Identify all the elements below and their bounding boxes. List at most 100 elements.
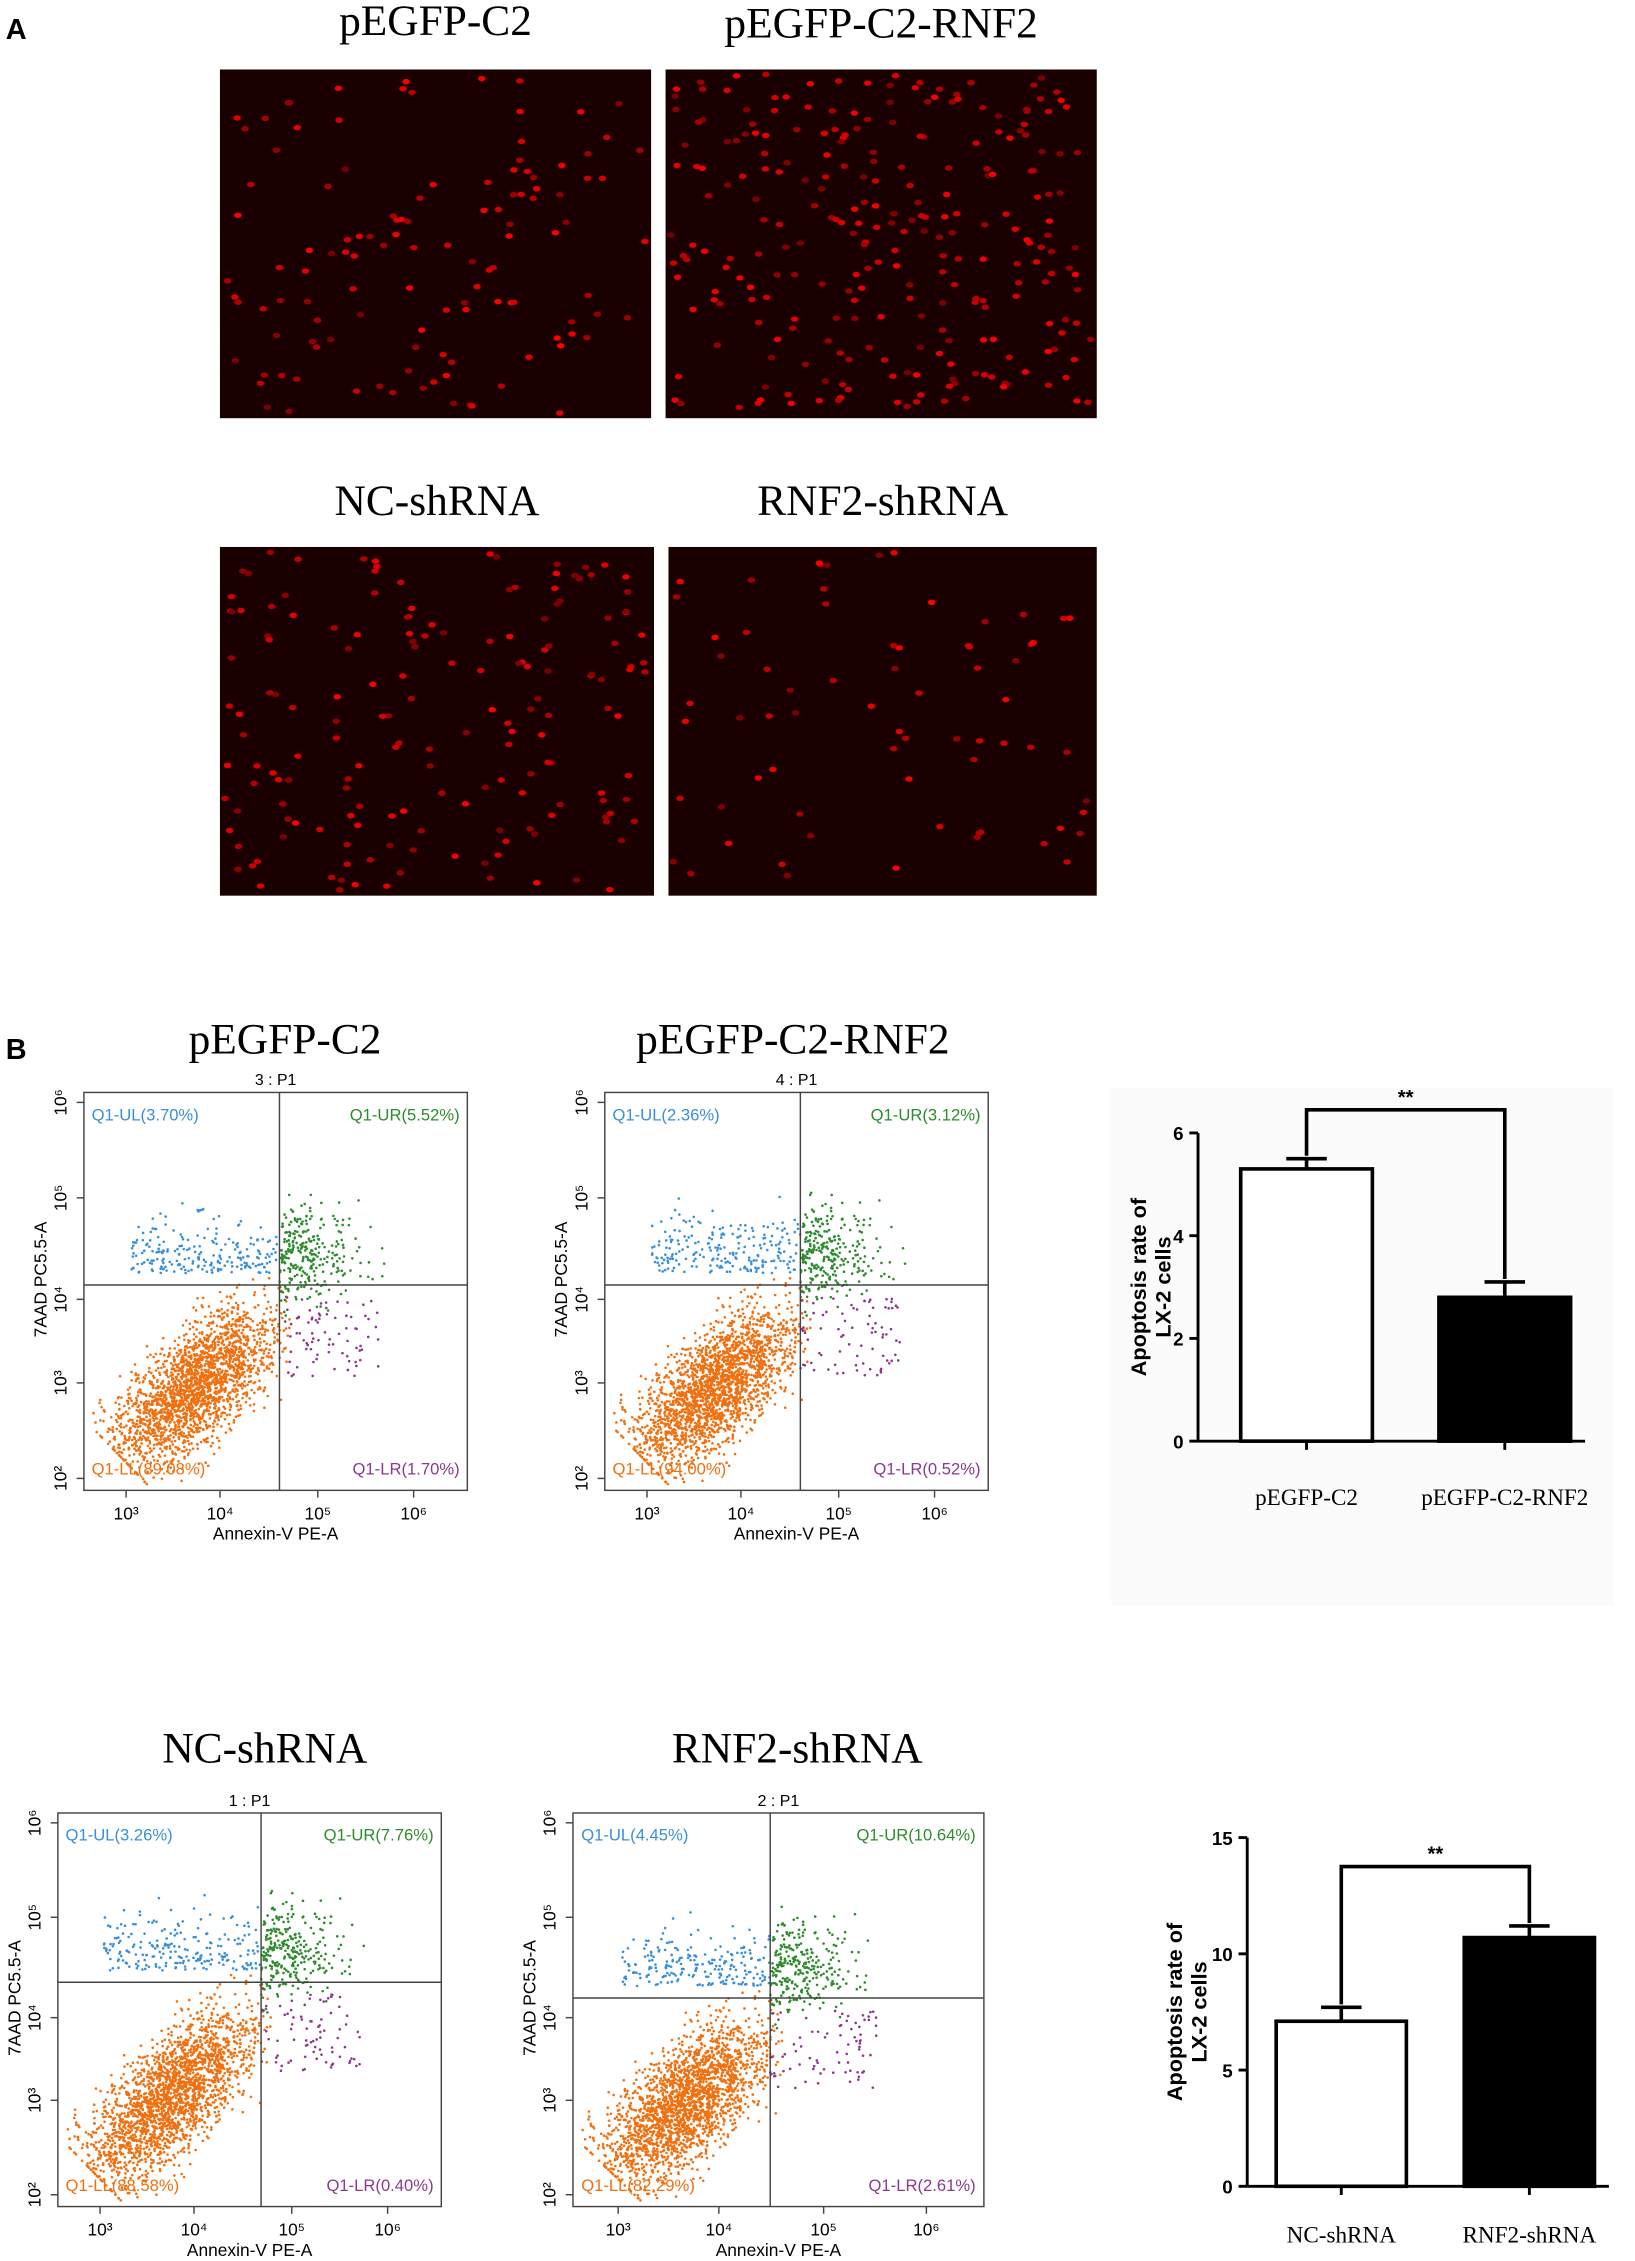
- event-dot: [191, 1435, 195, 1439]
- event-dot: [684, 1454, 688, 1457]
- event-dot: [743, 1288, 746, 1291]
- cell-nucleus: [787, 400, 796, 407]
- event-dot: [706, 1436, 710, 1439]
- event-dot: [207, 1324, 211, 1327]
- event-dot: [170, 1263, 174, 1266]
- event-dot: [151, 1416, 154, 1419]
- cell-nucleus: [890, 550, 898, 556]
- cell-nucleus: [711, 288, 719, 295]
- event-dot: [706, 1448, 709, 1451]
- event-dot: [179, 1395, 183, 1399]
- event-dot: [178, 1415, 181, 1419]
- event-dot: [185, 1448, 188, 1451]
- event-dot: [677, 1391, 681, 1394]
- event-dot: [713, 1383, 716, 1387]
- event-dot: [134, 1396, 138, 1400]
- event-dot: [784, 1281, 788, 1285]
- event-dot: [183, 1268, 187, 1272]
- event-dot: [362, 1303, 365, 1307]
- cell-nucleus: [978, 104, 987, 111]
- event-dot: [241, 1373, 245, 1376]
- cell-nucleus: [783, 159, 791, 166]
- event-dot: [793, 1345, 797, 1349]
- event-dot: [705, 1373, 708, 1377]
- event-dot: [164, 1397, 168, 1400]
- cell-nucleus: [669, 260, 678, 266]
- event-dot: [194, 1403, 198, 1407]
- event-dot: [659, 1453, 662, 1456]
- event-dot: [288, 1326, 291, 1330]
- event-dot: [216, 1391, 220, 1394]
- cell-nucleus: [523, 663, 532, 670]
- event-dot: [176, 1409, 179, 1412]
- event-dot: [761, 1366, 764, 1370]
- event-dot: [218, 1352, 222, 1355]
- cell-nucleus: [583, 175, 592, 182]
- cell-nucleus: [687, 870, 695, 877]
- event-dot: [245, 1325, 248, 1329]
- event-dot: [678, 1394, 682, 1398]
- cell-nucleus: [995, 129, 1003, 135]
- event-dot: [756, 1329, 759, 1333]
- cell-nucleus: [411, 644, 419, 650]
- quadrant-label: Q1-UR(5.52%): [350, 1105, 460, 1124]
- cell-nucleus: [231, 357, 240, 364]
- event-dot: [673, 1434, 676, 1438]
- event-dot: [290, 1251, 293, 1254]
- event-dot: [174, 1388, 178, 1392]
- event-dot: [683, 1438, 686, 1441]
- event-dot: [245, 1393, 248, 1396]
- event-dot: [788, 1331, 792, 1335]
- event-dot: [216, 1370, 220, 1374]
- event-dot: [212, 1241, 216, 1244]
- event-dot: [191, 1262, 195, 1265]
- event-dot: [174, 1403, 178, 1406]
- cell-nucleus: [852, 271, 861, 278]
- fluorescence-image: [219, 546, 654, 896]
- event-dot: [790, 1310, 794, 1314]
- event-dot: [772, 1353, 775, 1357]
- cell-nucleus: [905, 776, 913, 782]
- event-dot: [175, 1392, 179, 1396]
- cell-nucleus: [788, 325, 797, 331]
- cell-nucleus: [903, 369, 912, 376]
- event-dot: [211, 1380, 214, 1383]
- event-dot: [169, 1434, 172, 1437]
- event-dot: [256, 1366, 260, 1370]
- cell-nucleus: [389, 389, 397, 396]
- cell-nucleus: [912, 372, 921, 378]
- event-dot: [355, 1364, 358, 1368]
- event-dot: [330, 1256, 334, 1260]
- event-dot: [144, 1411, 148, 1415]
- event-dot: [159, 1409, 163, 1413]
- event-dot: [141, 1455, 144, 1458]
- x-tick-label: 10⁶: [400, 1503, 426, 1523]
- event-dot: [646, 1431, 650, 1435]
- event-dot: [371, 1277, 374, 1281]
- event-dot: [137, 1373, 140, 1377]
- event-dot: [180, 1377, 184, 1381]
- event-dot: [203, 1409, 206, 1412]
- event-dot: [228, 1360, 232, 1364]
- event-dot: [777, 1366, 781, 1370]
- event-dot: [736, 1368, 740, 1371]
- event-dot: [237, 1383, 240, 1387]
- event-dot: [750, 1354, 753, 1358]
- event-dot: [259, 1226, 263, 1229]
- event-dot: [175, 1351, 179, 1355]
- cell-nucleus: [1029, 639, 1037, 646]
- event-dot: [282, 1268, 286, 1272]
- event-dot: [258, 1252, 262, 1256]
- event-dot: [135, 1399, 139, 1402]
- event-dot: [196, 1346, 199, 1349]
- event-dot: [117, 1402, 121, 1406]
- cell-nucleus: [877, 314, 885, 320]
- event-dot: [171, 1364, 175, 1367]
- event-dot: [188, 1322, 192, 1326]
- cell-nucleus: [430, 379, 438, 385]
- cell-nucleus: [742, 106, 751, 113]
- cell-nucleus: [761, 384, 770, 390]
- cell-nucleus: [327, 250, 336, 257]
- event-dot: [232, 1334, 236, 1338]
- event-dot: [732, 1441, 735, 1445]
